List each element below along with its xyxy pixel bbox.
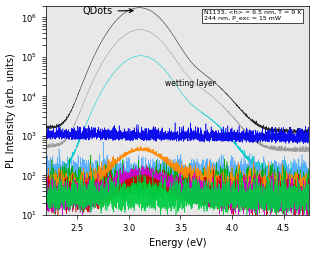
Text: N1133, <h> = 6.5 nm, T = 9 K
244 nm, P_exc = 15 mW: N1133, <h> = 6.5 nm, T = 9 K 244 nm, P_e…: [204, 10, 301, 21]
X-axis label: Energy (eV): Energy (eV): [149, 239, 207, 248]
Text: QDots: QDots: [83, 6, 133, 16]
Text: wetting layer: wetting layer: [165, 79, 216, 88]
Y-axis label: PL Intensity (arb. units): PL Intensity (arb. units): [6, 53, 15, 168]
